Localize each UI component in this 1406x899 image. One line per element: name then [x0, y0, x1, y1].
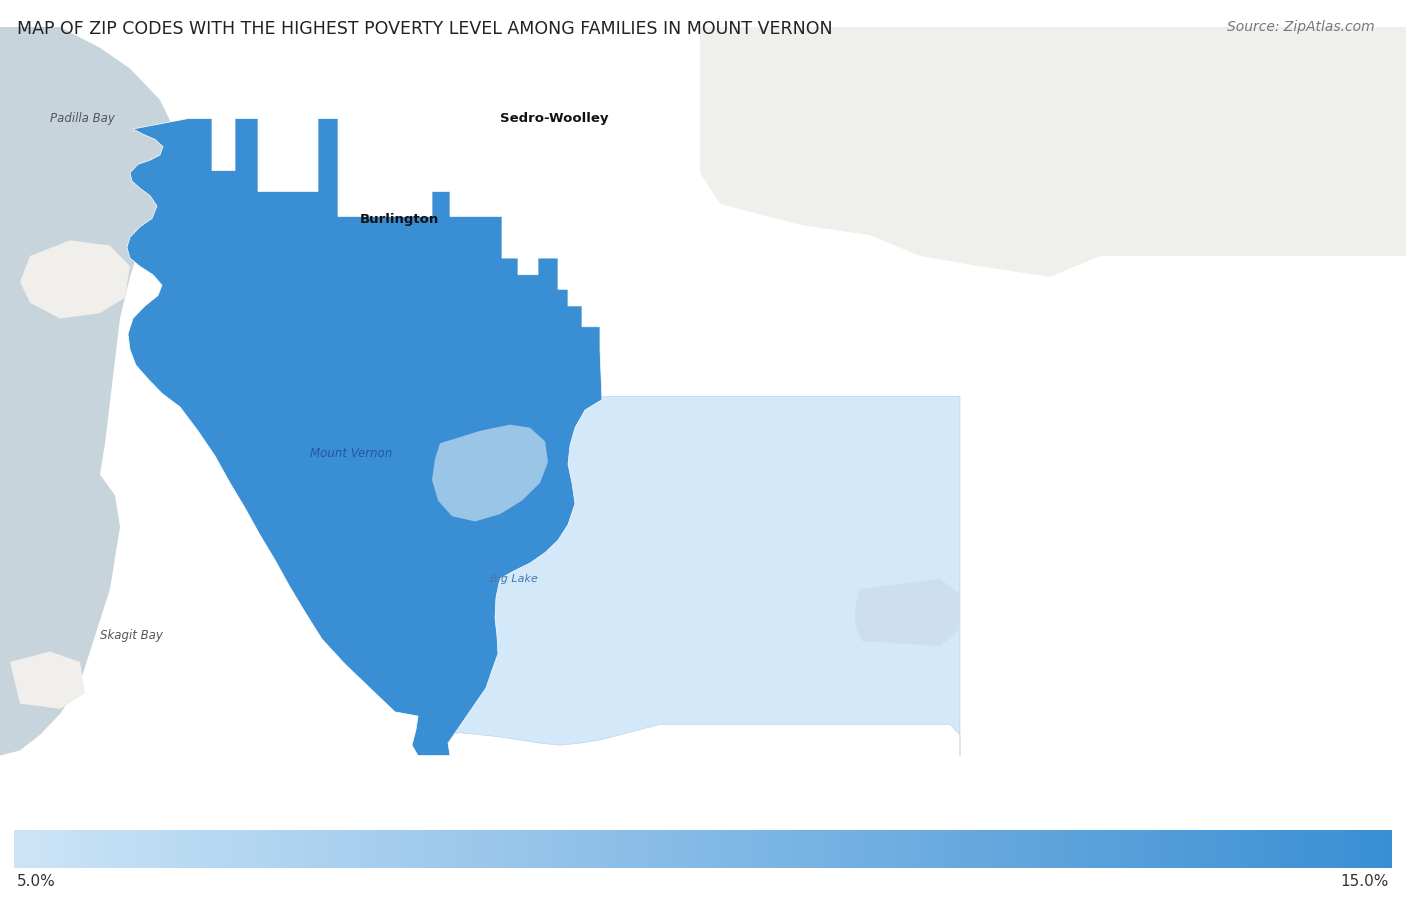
Text: Source: ZipAtlas.com: Source: ZipAtlas.com [1227, 20, 1375, 34]
Text: Big Lake: Big Lake [491, 574, 538, 583]
Polygon shape [10, 652, 84, 708]
Polygon shape [0, 27, 174, 506]
Text: Burlington: Burlington [360, 213, 439, 226]
Polygon shape [700, 27, 1406, 277]
Text: MAP OF ZIP CODES WITH THE HIGHEST POVERTY LEVEL AMONG FAMILIES IN MOUNT VERNON: MAP OF ZIP CODES WITH THE HIGHEST POVERT… [17, 20, 832, 38]
Polygon shape [20, 240, 129, 318]
Text: 5.0%: 5.0% [17, 874, 56, 889]
Text: Padilla Bay: Padilla Bay [51, 112, 115, 125]
Text: Skagit Bay: Skagit Bay [100, 629, 163, 643]
Polygon shape [855, 579, 960, 646]
Polygon shape [0, 475, 120, 756]
Text: 15.0%: 15.0% [1341, 874, 1389, 889]
Text: Mount Vernon: Mount Vernon [309, 448, 392, 460]
Polygon shape [432, 424, 548, 521]
Text: Sedro-Woolley: Sedro-Woolley [501, 112, 609, 125]
Polygon shape [430, 396, 960, 756]
Polygon shape [127, 119, 602, 756]
